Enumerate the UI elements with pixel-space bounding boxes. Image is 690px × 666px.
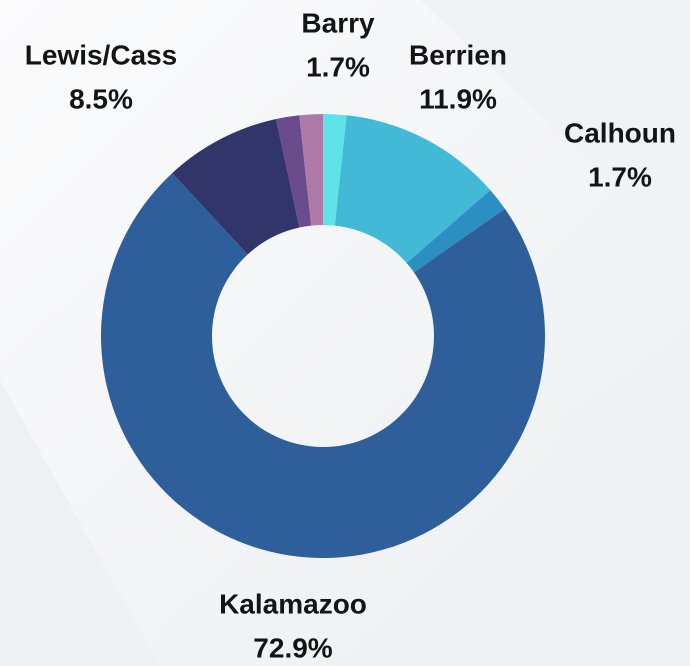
- donut-segment: [406, 190, 505, 273]
- segment-label: Lewis/Cass: [25, 39, 178, 70]
- background-shape: [420, 0, 690, 260]
- segment-label: Barry: [301, 7, 375, 38]
- donut-segment: [100, 173, 546, 558]
- segment-label: Kalamazoo: [219, 588, 367, 619]
- value-label: 1.7%: [588, 161, 652, 192]
- background-shape: [520, 330, 690, 666]
- donut-segment: [334, 115, 491, 264]
- donut-segment: [172, 119, 300, 255]
- background-shape: [0, 380, 160, 666]
- value-label: 1.7%: [306, 51, 370, 82]
- donut-segment: [299, 114, 323, 226]
- segment-label: Calhoun: [564, 117, 676, 148]
- value-label: 8.5%: [69, 83, 133, 114]
- segment-label: Berrien: [409, 39, 507, 70]
- donut-segment: [323, 114, 347, 226]
- donut-segment: [275, 115, 312, 228]
- value-label: 11.9%: [419, 83, 497, 114]
- value-label: 72.9%: [253, 632, 332, 663]
